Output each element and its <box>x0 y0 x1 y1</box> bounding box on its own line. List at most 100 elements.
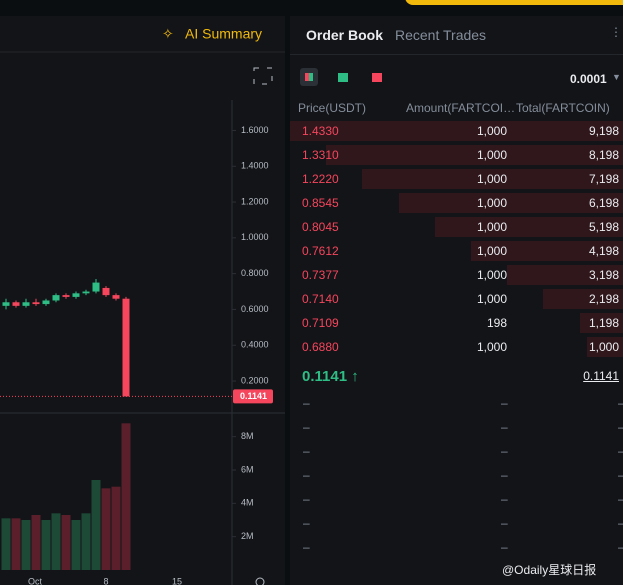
empty-cell: – <box>303 420 310 434</box>
empty-cell: – <box>618 468 623 482</box>
ask-amount: 1,000 <box>476 148 507 162</box>
ask-amount: 1,000 <box>476 172 507 186</box>
ai-summary[interactable]: AI Summary <box>185 26 262 42</box>
ask-amount: 198 <box>486 316 507 330</box>
depth-bar <box>362 169 623 189</box>
empty-cell: – <box>618 540 623 554</box>
y-tick-label: 1.4000 <box>241 161 269 171</box>
y-tick-label: 1.0000 <box>241 232 269 242</box>
candle-body <box>62 295 70 297</box>
candle-body <box>122 298 130 397</box>
last-price-value: 0.1141 <box>302 368 348 385</box>
ask-price: 0.8545 <box>302 196 339 210</box>
tab[interactable]: Recent Trades <box>395 27 487 43</box>
top-banner <box>405 0 623 5</box>
ask-amount: 1,000 <box>476 268 507 282</box>
ask-total: 4,198 <box>588 244 619 258</box>
ask-amount: 1,000 <box>476 340 507 354</box>
empty-cell: – <box>303 444 310 458</box>
volume-bar <box>31 515 41 570</box>
empty-cell: – <box>303 516 310 530</box>
ask-row: 1.3310 1,000 8,198 <box>290 144 623 166</box>
y2-tick-label: 6M <box>241 464 254 474</box>
empty-cell: – <box>618 516 623 530</box>
volume-bar <box>121 423 131 570</box>
ask-total: 3,198 <box>588 268 619 282</box>
depth-bar <box>579 313 623 333</box>
empty-cell: – <box>303 492 310 506</box>
volume-bar <box>61 515 71 570</box>
y-tick-label: 1.2000 <box>241 196 269 206</box>
depth-bar <box>398 193 623 213</box>
ask-total: 8,198 <box>588 148 619 162</box>
ai-icon: ✧ <box>162 26 174 42</box>
y-tick-label: 1.6000 <box>241 125 269 135</box>
ask-total: 1,000 <box>588 340 619 354</box>
y-tick-label: 0.4000 <box>241 340 269 350</box>
mark-price[interactable]: 0.1141 <box>583 369 619 383</box>
volume-bar <box>11 518 21 570</box>
empty-cell: – <box>501 516 508 530</box>
candle-body <box>52 295 60 301</box>
ask-row: 0.7377 1,000 3,198 <box>290 264 623 286</box>
fullscreen[interactable] <box>253 67 273 85</box>
ask-row: 0.8545 1,000 6,198 <box>290 192 623 214</box>
y-tick-label: 0.6000 <box>241 304 269 314</box>
ask-price: 0.7377 <box>302 268 339 282</box>
tab[interactable]: Order Book <box>306 27 384 43</box>
empty-cell: – <box>501 540 508 554</box>
ask-price: 0.8045 <box>302 220 339 234</box>
tick-size[interactable]: 0.0001 <box>570 72 607 86</box>
order-book: Order Book Recent Trades ⋮ 0.0001 ▼ Pric… <box>290 16 623 585</box>
chart: ✧ AI Summary 0.2000 0.4000 0.6000 0.8000 1.0… <box>0 16 285 585</box>
price-tag <box>233 389 273 404</box>
ask-total: 9,198 <box>588 124 619 138</box>
ask-amount: 1,000 <box>476 292 507 306</box>
menu[interactable]: ⋮ <box>610 25 622 39</box>
y-tick-label: 0.8000 <box>241 268 269 278</box>
caret: ▼ <box>612 72 621 82</box>
y2-tick-label: 8M <box>241 431 254 441</box>
col-header: Price(USDT) <box>298 101 366 115</box>
settings-icon[interactable] <box>255 577 265 585</box>
candle-body <box>112 295 120 299</box>
candle-body <box>2 302 10 306</box>
empty-cell: – <box>618 396 623 410</box>
ask-row: 0.7140 1,000 2,198 <box>290 288 623 310</box>
volume-bar <box>111 486 121 570</box>
y2-tick-label: 4M <box>241 498 254 508</box>
y2-tick-label: 2M <box>241 531 254 541</box>
ask-price: 1.2220 <box>302 172 339 186</box>
volume-bar <box>101 488 111 570</box>
view-asks[interactable] <box>372 73 382 82</box>
col-header: Amount(FARTCOI… <box>406 101 516 115</box>
ask-row: 0.7612 1,000 4,198 <box>290 240 623 262</box>
ask-price: 1.4330 <box>302 124 339 138</box>
price-tag-label: 0.1141 <box>240 391 267 401</box>
empty-cell: – <box>501 492 508 506</box>
empty-cell: – <box>501 420 508 434</box>
ask-row: 1.2220 1,000 7,198 <box>290 168 623 190</box>
x-label: Oct <box>28 576 43 585</box>
volume-bar <box>91 480 101 570</box>
ask-amount: 1,000 <box>476 244 507 258</box>
view-bids[interactable] <box>338 73 348 82</box>
divider <box>290 54 623 55</box>
candle-body <box>72 293 80 297</box>
empty-cell: – <box>618 420 623 434</box>
col-header: Total(FARTCOIN) <box>516 101 610 115</box>
ask-row: 0.7109 198 1,198 <box>290 312 623 334</box>
ask-amount: 1,000 <box>476 124 507 138</box>
ask-price: 0.7612 <box>302 244 339 258</box>
empty-cell: – <box>501 444 508 458</box>
empty-cell: – <box>303 396 310 410</box>
empty-cell: – <box>303 468 310 482</box>
view-both[interactable] <box>300 68 318 86</box>
arrow: ↑ <box>351 368 359 385</box>
candle-body <box>82 291 90 294</box>
depth-bar <box>586 337 623 357</box>
empty-cell: – <box>303 540 310 554</box>
candle-body <box>92 282 100 292</box>
depth-bar <box>543 289 623 309</box>
last-price: 0.1141 ↑ <box>302 368 359 385</box>
